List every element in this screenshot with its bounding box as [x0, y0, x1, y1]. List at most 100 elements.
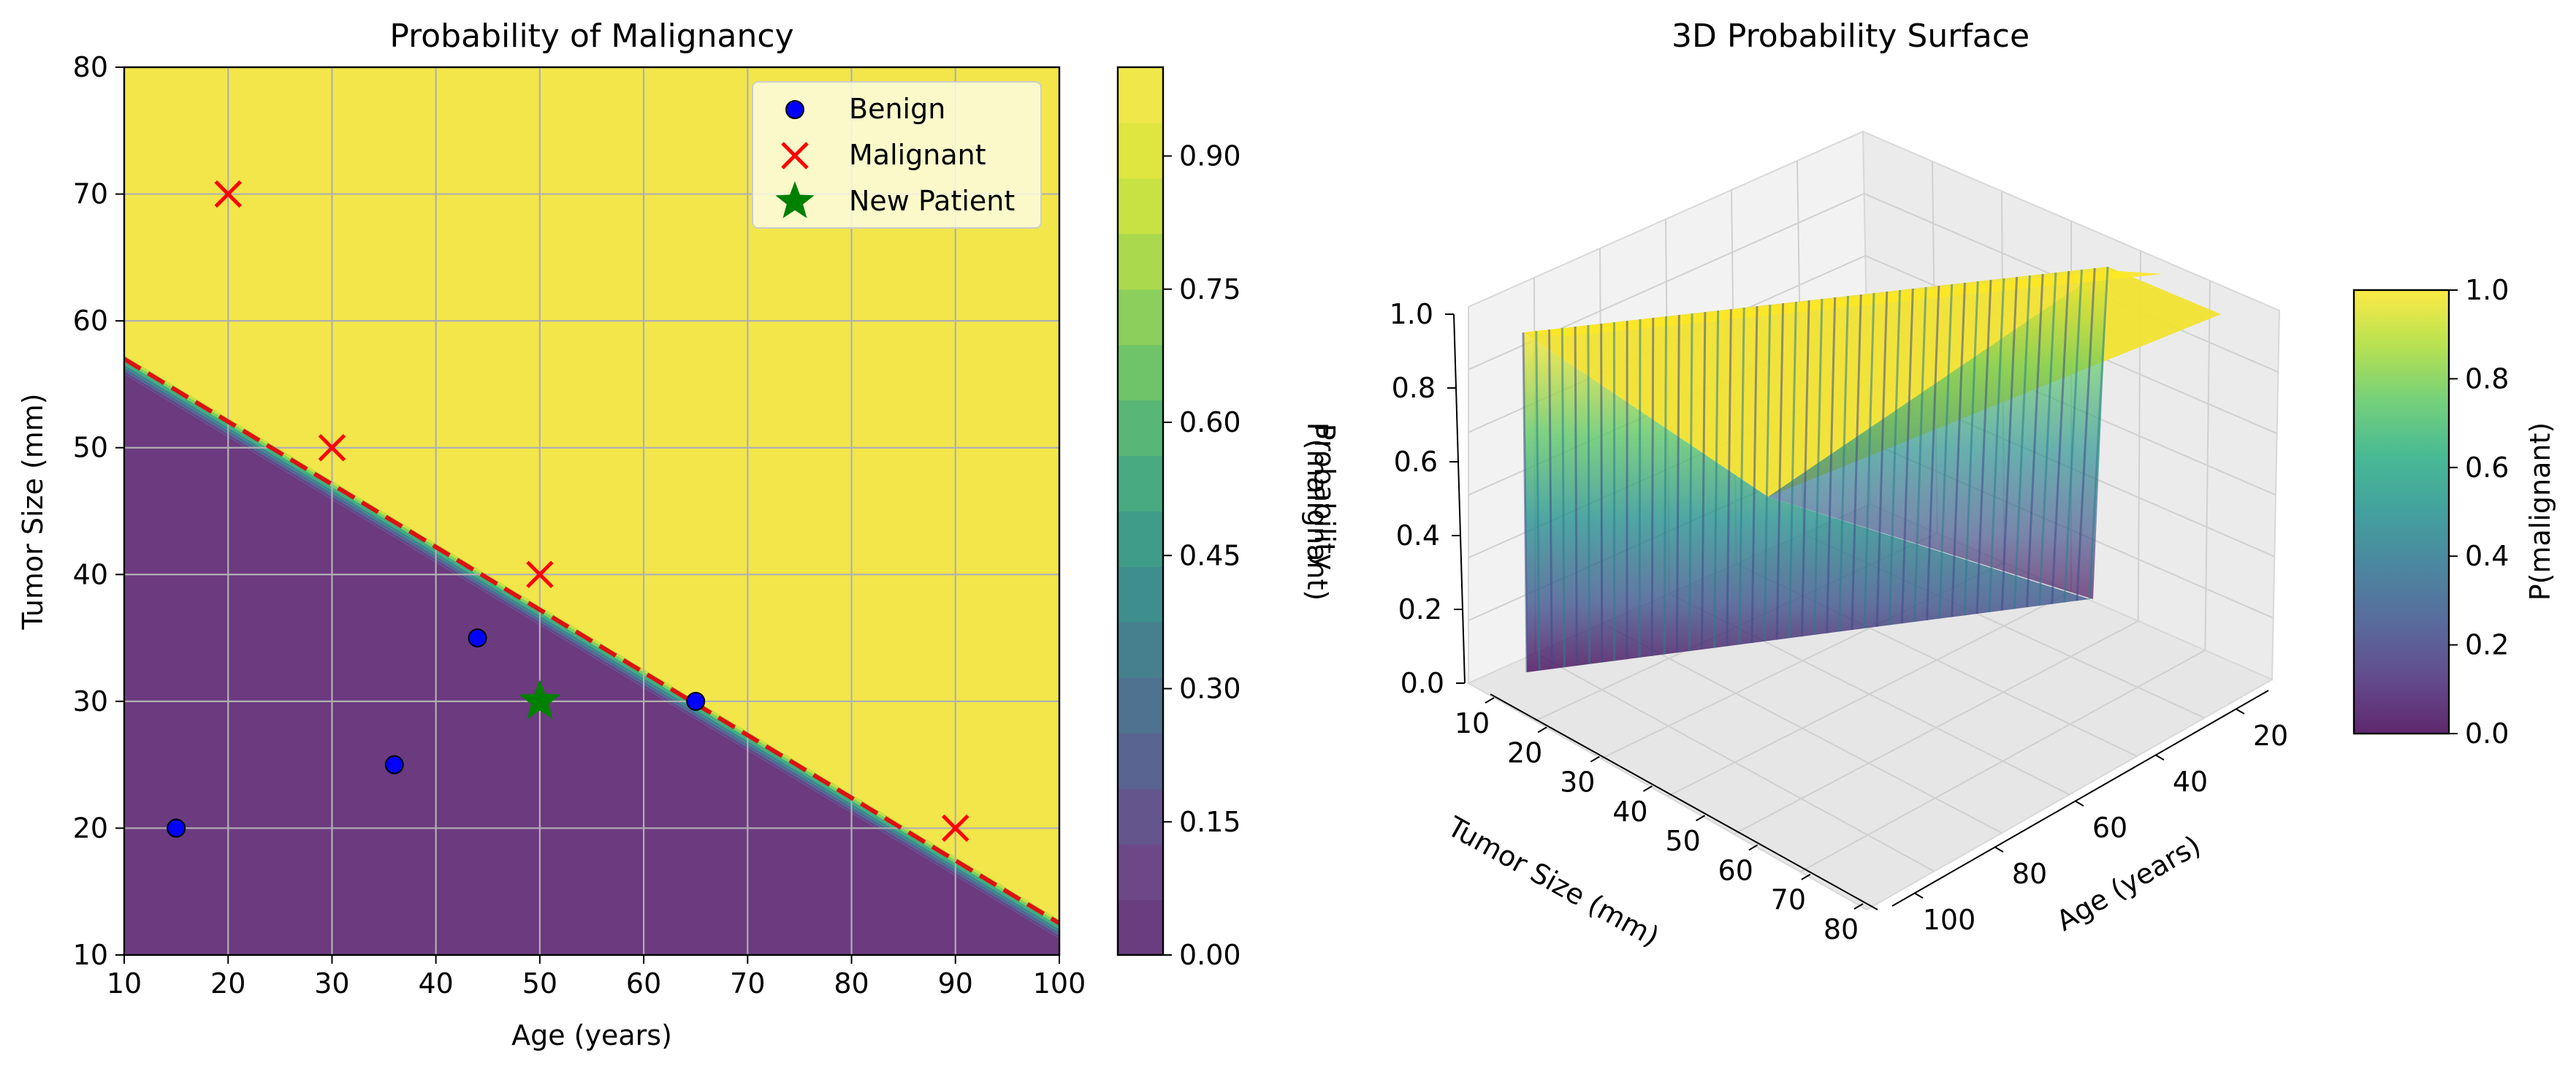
benign-point	[687, 693, 704, 710]
age-tick	[2155, 755, 2164, 760]
colorbar-level	[1118, 733, 1163, 788]
colorbar-level	[1118, 677, 1163, 733]
tumor-tick	[1696, 815, 1705, 821]
colorbar-tick-label: 0.00	[1179, 939, 1241, 971]
colorbar-tick-label: 0.30	[1179, 673, 1241, 705]
colorbar-level	[1118, 345, 1163, 400]
right-colorbar-tick-label: 0.8	[2465, 362, 2509, 395]
left-x-axis-label: Age (years)	[511, 1019, 672, 1051]
tumor-tick	[1590, 757, 1599, 762]
surface-panel: 3D Probability Surface 0.00.20.40.60.81.…	[1308, 18, 2288, 953]
colorbar-tick-label: 0.15	[1179, 806, 1241, 838]
colorbar-level	[1118, 67, 1163, 123]
z-tick-label: 1.0	[1390, 298, 1433, 330]
left-colorbar-bands	[1118, 67, 1163, 956]
z-tick-label: 0.2	[1398, 593, 1442, 625]
x-tick-label: 30	[314, 967, 349, 1000]
surface-ridge	[1652, 318, 1653, 656]
y-tick-label: 30	[73, 685, 108, 718]
tumor-tick-label: 80	[1824, 913, 1859, 945]
surface-ridge	[1588, 325, 1590, 664]
z-axis-label: Probability	[1308, 424, 1341, 571]
right-colorbar-tick-label: 1.0	[2465, 274, 2509, 306]
tumor-tick-label: 20	[1507, 737, 1542, 769]
age-tick-label: 100	[1923, 904, 1976, 936]
x-tick-label: 60	[626, 967, 661, 1000]
z-tick-label: 0.6	[1394, 446, 1438, 478]
z-axis-ticks: 0.00.20.40.60.81.0	[1390, 298, 1465, 699]
right-colorbar-gradient	[2354, 290, 2449, 734]
colorbar-level	[1118, 123, 1163, 178]
left-colorbar-ticks: 0.000.150.300.450.600.750.90	[1163, 140, 1241, 972]
colorbar-level	[1118, 566, 1163, 622]
x-tick-label: 20	[210, 967, 245, 1000]
legend-malignant-label: Malignant	[849, 139, 986, 171]
tumor-axis-label: Tumor Size (mm)	[1441, 810, 1664, 954]
surface-ridge	[1639, 319, 1640, 658]
tumor-tick	[1538, 727, 1547, 732]
x-tick-label: 40	[418, 967, 453, 1000]
colorbar-tick-label: 0.75	[1179, 273, 1241, 305]
right-colorbar-tick-label: 0.4	[2465, 540, 2509, 572]
colorbar-level	[1118, 456, 1163, 511]
colorbar-level	[1118, 178, 1163, 234]
probability-map-panel: Probability of Malignancy 10 20 30 40 50 60 70…	[17, 18, 1086, 1051]
legend: Benign Malignant New Patient	[752, 82, 1041, 228]
benign-point	[167, 819, 185, 837]
right-colorbar-tick-label: 0.6	[2465, 452, 2509, 484]
left-chart-title: Probability of Malignancy	[389, 18, 793, 55]
x-tick-label: 50	[522, 967, 557, 1000]
legend-benign-label: Benign	[849, 93, 945, 125]
colorbar-level	[1118, 899, 1163, 955]
tumor-tick-label: 40	[1612, 796, 1647, 828]
age-tick	[2075, 801, 2084, 806]
age-axis-label: Age (years)	[2051, 829, 2206, 937]
colorbar-tick-label: 0.45	[1179, 539, 1241, 571]
x-tick-label: 90	[938, 967, 973, 1000]
colorbar-level	[1118, 234, 1163, 289]
tumor-tick-label: 30	[1560, 766, 1595, 799]
tumor-tick	[1643, 786, 1652, 791]
tumor-tick-label: 50	[1665, 825, 1700, 857]
y-tick-label: 60	[73, 305, 108, 337]
colorbar-level	[1118, 622, 1163, 677]
colorbar-level	[1118, 844, 1163, 899]
age-tick	[1994, 847, 2003, 852]
x-tick-label: 10	[107, 967, 142, 1000]
age-tick-label: 20	[2253, 720, 2288, 752]
colorbar-level	[1118, 400, 1163, 456]
right-colorbar-tick-label: 0.0	[2465, 718, 2509, 750]
legend-new-patient-label: New Patient	[849, 185, 1015, 217]
legend-benign-marker	[786, 101, 804, 118]
right-colorbar-ticks: 0.00.20.40.60.81.0	[2449, 274, 2509, 750]
colorbar-level	[1118, 289, 1163, 345]
age-tick-label: 80	[2012, 858, 2047, 890]
colorbar-tick-label: 0.90	[1179, 140, 1241, 172]
tumor-tick	[1485, 698, 1494, 703]
y-tick-label: 20	[73, 812, 108, 844]
colorbar-level	[1118, 788, 1163, 844]
x-tick-label: 80	[834, 967, 869, 1000]
surface-ridge	[1601, 324, 1602, 663]
y-tick-label: 80	[73, 51, 108, 83]
age-tick-label: 40	[2173, 766, 2208, 798]
tumor-tick-label: 70	[1771, 884, 1806, 916]
z-tick-label: 0.4	[1396, 520, 1440, 552]
age-tick-label: 60	[2092, 812, 2127, 844]
left-colorbar: 0.000.150.300.450.600.750.90 P(malignant…	[1118, 67, 1333, 971]
y-tick-label: 40	[73, 558, 108, 590]
y-tick-label: 10	[73, 939, 108, 971]
right-chart-title: 3D Probability Surface	[1672, 18, 2030, 55]
z-tick-label: 0.8	[1392, 372, 1436, 404]
tumor-tick-label: 10	[1455, 707, 1490, 739]
benign-point	[469, 629, 487, 647]
x-tick-label: 70	[730, 967, 765, 1000]
tumor-tick-label: 60	[1718, 854, 1753, 886]
z-axis-line	[1454, 314, 1465, 683]
colorbar-level	[1118, 511, 1163, 567]
benign-point	[386, 756, 403, 774]
